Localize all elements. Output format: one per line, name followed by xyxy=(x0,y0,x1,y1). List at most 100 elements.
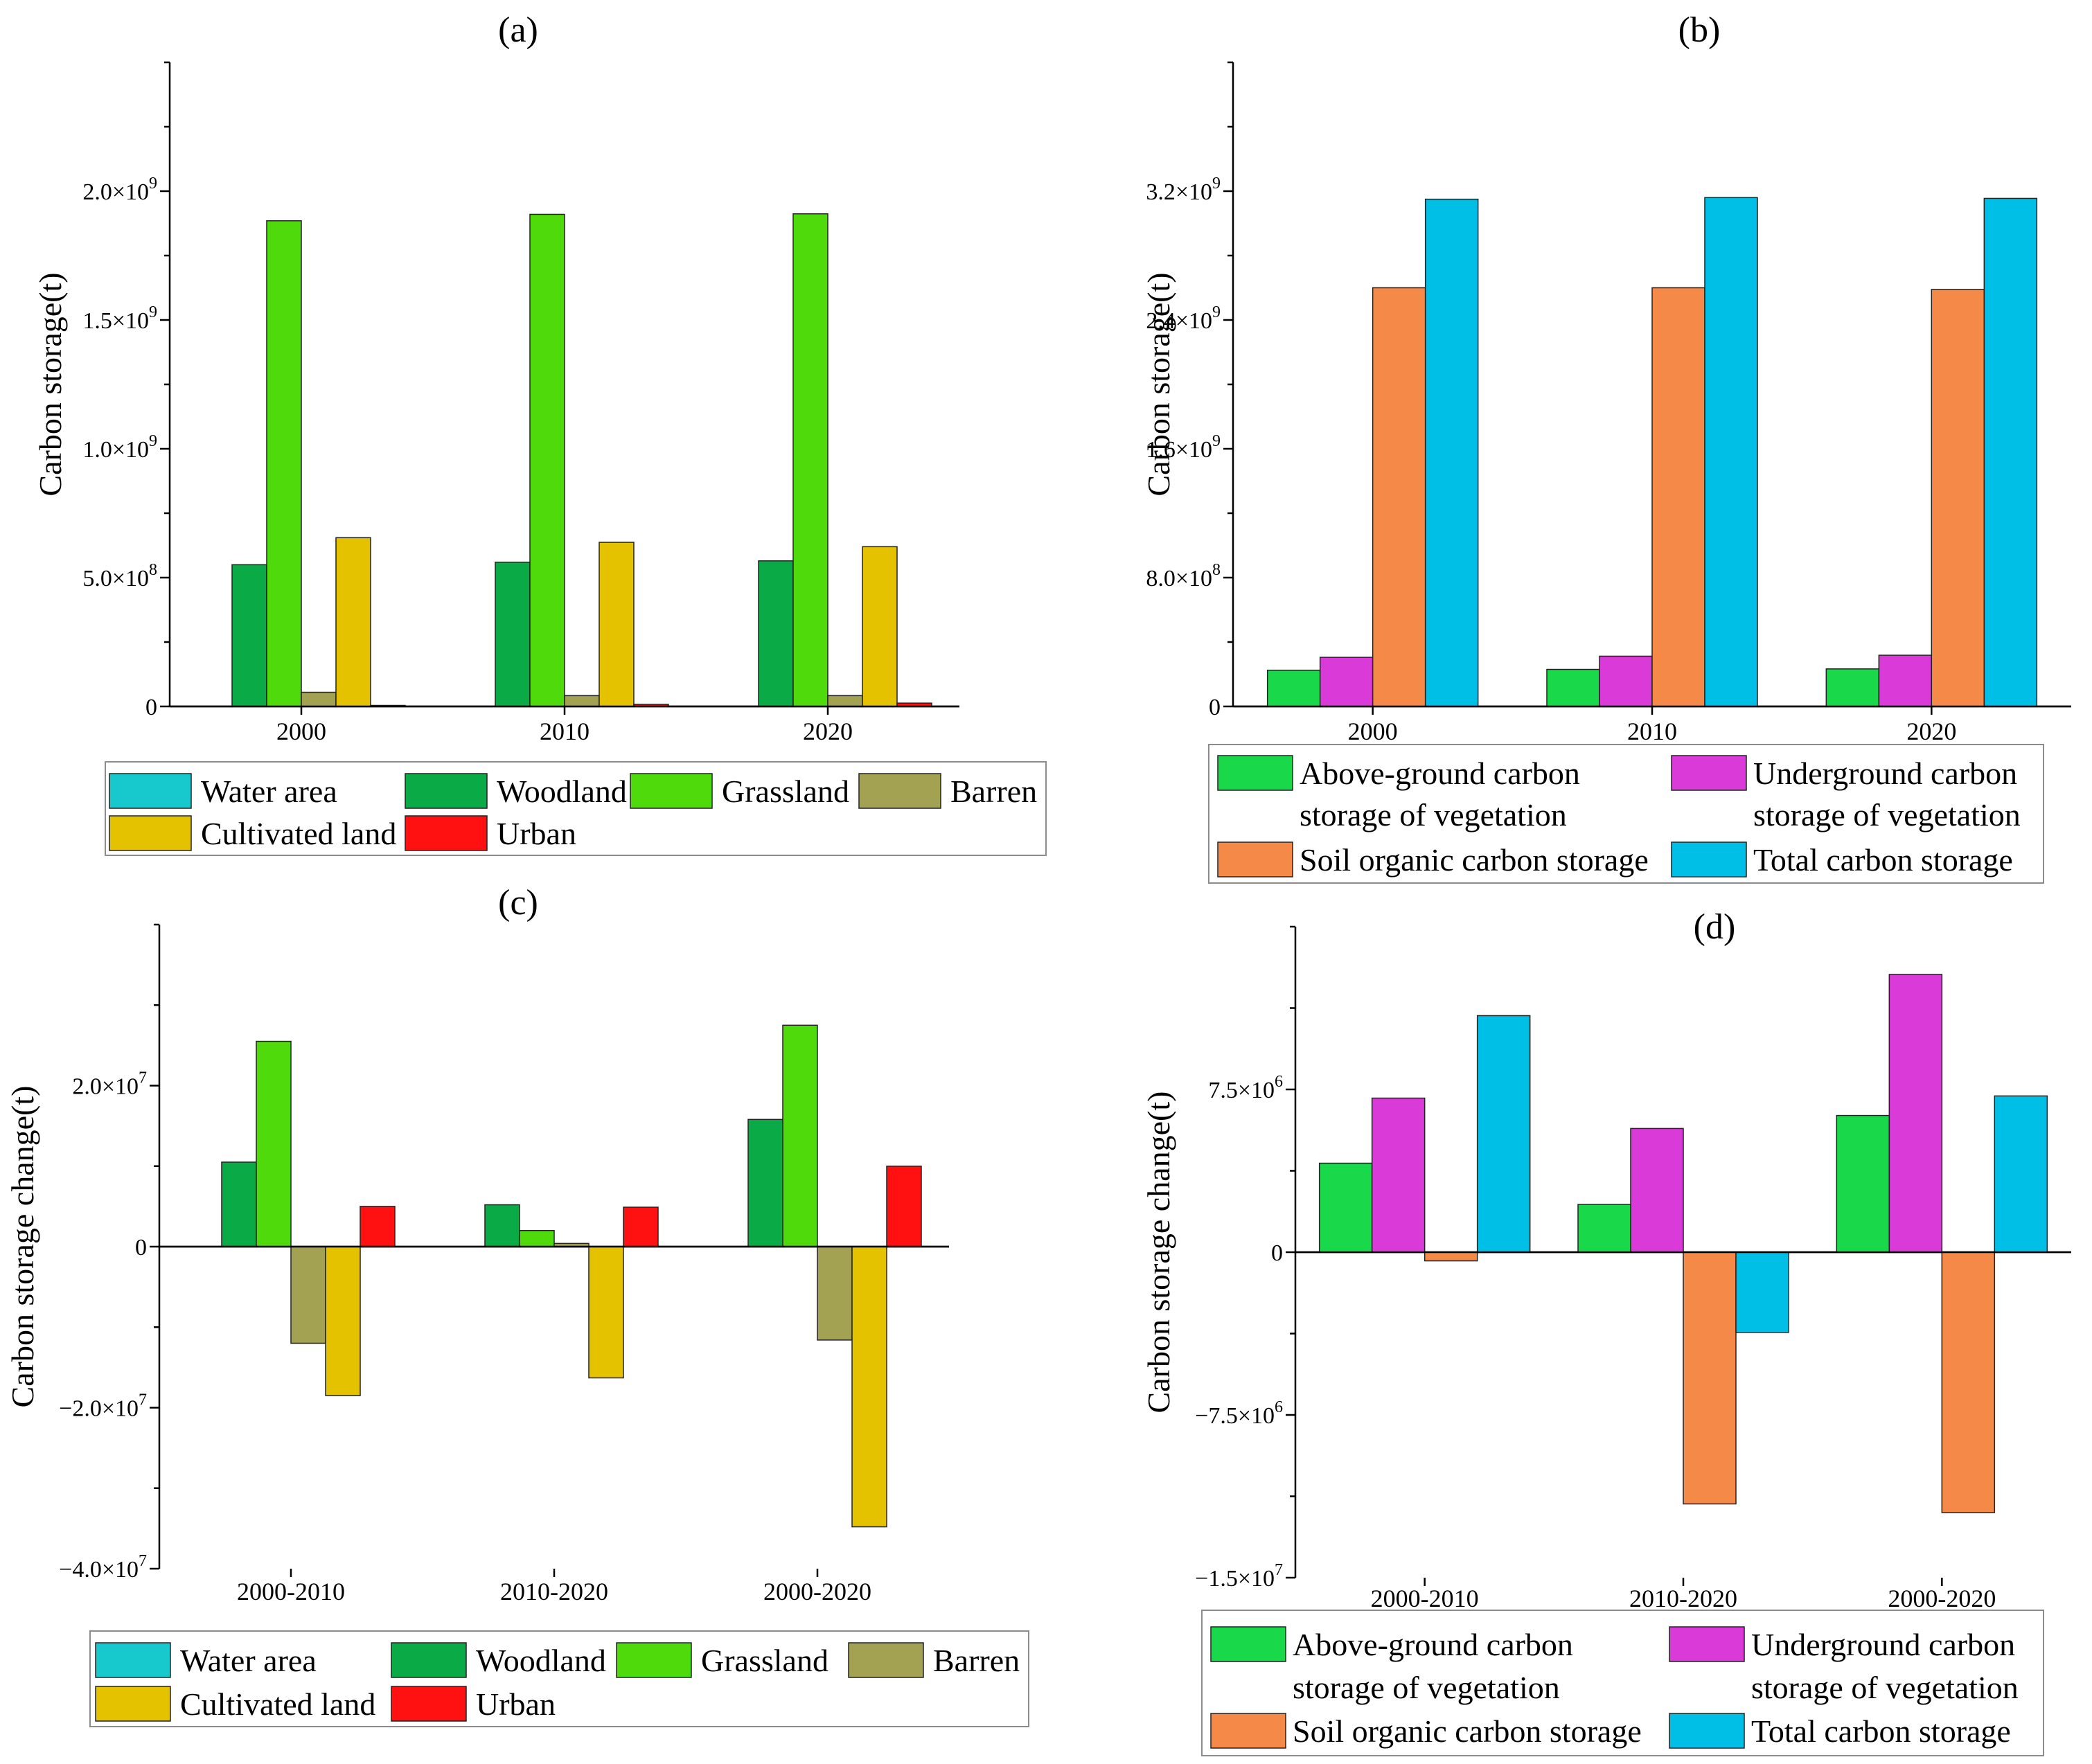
y-tick-label-b-mantissa: 0 xyxy=(1209,695,1221,720)
y-tick-label-d-mantissa: 0 xyxy=(1271,1240,1283,1266)
legend-label-a-0: Water area xyxy=(201,774,337,809)
y-tick-label-b-mantissa: 3.2×10 xyxy=(1146,179,1212,205)
bar-a-4-1 xyxy=(599,542,635,707)
legend-swatch-c-4 xyxy=(95,1686,171,1722)
y-tick-label-d-exponent: 7 xyxy=(1275,1561,1283,1579)
legend-label-c-0: Water area xyxy=(180,1643,317,1678)
legend-swatch-c-0 xyxy=(95,1642,171,1678)
y-tick-label-a-exponent: 9 xyxy=(149,303,157,321)
bar-d-3-0 xyxy=(1476,1015,1531,1253)
y-tick-label-b-exponent: 9 xyxy=(1212,303,1221,321)
legend-label-d-0: Above-ground carbon storage of vegetation xyxy=(1293,1627,1573,1705)
bar-a-3-1 xyxy=(564,695,600,707)
legend-d: Above-ground carbon storage of vegetation… xyxy=(1201,1610,2044,1756)
bar-c-2-1 xyxy=(519,1230,555,1247)
y-tick-label-c: −2.0×107 xyxy=(59,1391,147,1422)
legend-box-d xyxy=(1201,1610,2044,1756)
bar-b-1-0 xyxy=(1319,657,1374,707)
panel-title-b: (b) xyxy=(1678,10,1721,50)
legend-label-a-5: Urban xyxy=(497,816,576,851)
y-axis-title-d: Carbon storage change(t) xyxy=(1141,1092,1176,1414)
x-tick-label-a: 2010 xyxy=(540,718,590,745)
y-tick-label-a-mantissa: 5.0×10 xyxy=(82,566,149,591)
legend-label-b-1: Underground carbon storage of vegetation xyxy=(1753,756,2021,832)
bar-d-2-1 xyxy=(1683,1251,1737,1505)
y-tick-label-c-exponent: 7 xyxy=(139,1069,147,1087)
legend-a: Water area Woodland Grassland Barren Cultiva… xyxy=(105,761,1047,856)
y-tick-label-c: 0 xyxy=(135,1235,147,1260)
bar-c-4-1 xyxy=(588,1246,624,1379)
y-tick-label-d: 0 xyxy=(1271,1240,1283,1266)
legend-label-c-5: Urban xyxy=(476,1686,556,1722)
y-tick-label-a: 1.5×109 xyxy=(82,303,157,334)
legend-label-line-d-0: storage of vegetation xyxy=(1293,1670,1560,1705)
legend-swatch-c-5 xyxy=(391,1686,467,1722)
x-tick-label-b: 2010 xyxy=(1627,718,1677,745)
y-tick-label-d-mantissa: −1.5×10 xyxy=(1195,1566,1275,1592)
bar-c-5-0 xyxy=(360,1206,396,1247)
y-tick-label-b-exponent: 9 xyxy=(1212,175,1221,193)
legend-swatch-d-0 xyxy=(1210,1626,1286,1662)
y-tick-label-a: 0 xyxy=(145,695,157,720)
bar-a-1-0 xyxy=(231,564,267,707)
bar-d-0-2 xyxy=(1836,1114,1890,1253)
bar-a-2-0 xyxy=(266,220,302,707)
y-tick-label-b: 0 xyxy=(1209,695,1221,720)
bar-b-3-1 xyxy=(1704,197,1758,707)
bar-c-4-2 xyxy=(851,1246,887,1528)
x-tick-label-c: 2000-2010 xyxy=(237,1578,345,1605)
bar-d-2-0 xyxy=(1424,1251,1478,1262)
x-tick-label-b: 2020 xyxy=(1906,718,1956,745)
bar-d-1-2 xyxy=(1888,974,1943,1253)
bar-a-3-0 xyxy=(301,691,337,707)
y-tick-label-a-exponent: 9 xyxy=(149,175,157,193)
legend-swatch-a-2 xyxy=(630,773,713,809)
x-tick-label-c: 2010-2020 xyxy=(500,1578,608,1605)
bar-c-1-1 xyxy=(484,1204,520,1247)
x-tick-label-b: 2000 xyxy=(1348,718,1398,745)
bar-a-4-0 xyxy=(335,537,371,707)
bar-b-3-2 xyxy=(1983,197,2038,707)
legend-box-b xyxy=(1208,744,2044,884)
legend-label-c-2: Grassland xyxy=(701,1643,828,1678)
y-tick-label-c-exponent: 7 xyxy=(139,1391,147,1409)
bar-d-0-1 xyxy=(1577,1204,1631,1253)
y-tick-label-b-mantissa: 2.4×10 xyxy=(1146,308,1212,334)
y-tick-label-b-mantissa: 1.6×10 xyxy=(1146,437,1212,463)
bar-d-2-2 xyxy=(1941,1251,1996,1513)
legend-label-a-3: Barren xyxy=(950,774,1037,809)
legend-label-c-4: Cultivated land xyxy=(180,1686,375,1722)
bar-b-0-2 xyxy=(1825,668,1880,707)
y-tick-label-d: 7.5×106 xyxy=(1208,1073,1283,1103)
legend-swatch-b-2 xyxy=(1217,841,1293,877)
legend-label-b-0: Above-ground carbon storage of vegetation xyxy=(1300,756,1580,832)
bar-a-2-1 xyxy=(529,213,565,707)
bar-c-1-2 xyxy=(747,1119,783,1247)
x-tick-label-d: 2010-2020 xyxy=(1629,1585,1737,1612)
y-tick-label-d: −1.5×107 xyxy=(1195,1561,1283,1592)
bar-d-3-1 xyxy=(1735,1251,1789,1333)
bar-b-1-1 xyxy=(1599,655,1653,707)
legend-label-line-d-1: storage of vegetation xyxy=(1751,1670,2019,1705)
y-tick-label-b: 2.4×109 xyxy=(1146,303,1221,334)
bar-c-2-0 xyxy=(256,1040,292,1247)
x-tick-label-d: 2000-2020 xyxy=(1888,1585,1996,1612)
x-tick-label-d: 2000-2010 xyxy=(1371,1585,1479,1612)
legend-swatch-b-1 xyxy=(1671,755,1747,791)
bar-a-3-2 xyxy=(827,695,863,707)
bar-b-2-0 xyxy=(1372,287,1426,707)
y-tick-label-c-mantissa: 0 xyxy=(135,1235,147,1260)
legend-b: Above-ground carbon storage of vegetation… xyxy=(1208,744,2044,884)
legend-swatch-c-2 xyxy=(616,1642,692,1678)
bar-c-5-1 xyxy=(623,1206,659,1247)
legend-swatch-a-1 xyxy=(405,773,488,809)
y-tick-label-d-mantissa: −7.5×10 xyxy=(1195,1403,1275,1429)
bar-c-1-0 xyxy=(221,1161,257,1247)
bar-d-3-2 xyxy=(1994,1095,2048,1253)
bar-b-2-1 xyxy=(1651,287,1705,707)
legend-swatch-a-0 xyxy=(109,773,192,809)
bar-b-0-0 xyxy=(1266,669,1321,707)
legend-label-line-b-0: storage of vegetation xyxy=(1300,797,1567,832)
